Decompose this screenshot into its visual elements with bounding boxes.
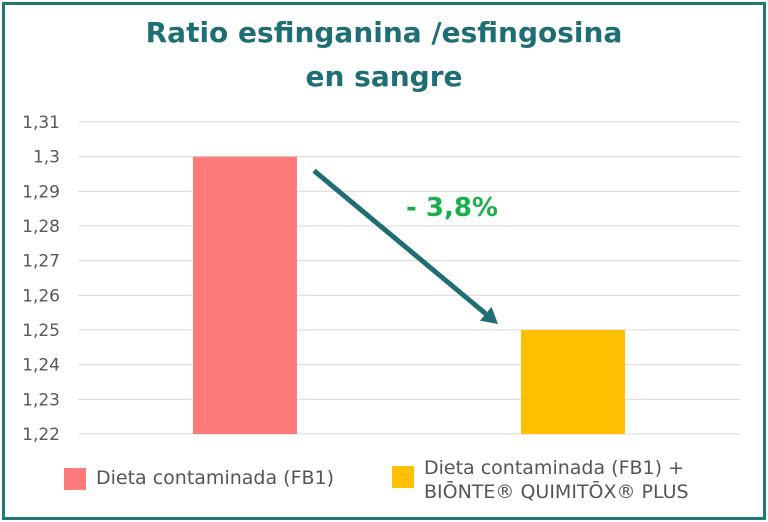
y-tick-label: 1,25 [22,321,60,341]
y-tick-label: 1,27 [22,252,60,272]
legend-label-treated-line-1: Dieta contaminada (FB1) + [424,457,684,479]
bars [193,156,625,434]
legend-swatch-contaminated [64,468,86,490]
y-tick-label: 1,3 [33,148,60,168]
y-axis-ticks: 1,22 1,23 1,24 1,25 1,26 1,27 1,28 1,29 1,3 1,31 [22,113,60,445]
chart-title-line-1: Ratio esfinganina /esfingosina [145,16,623,49]
y-tick-label: 1,31 [22,113,60,133]
percent-change-label: - 3,8% [406,193,498,223]
legend-item-contaminated: Dieta contaminada (FB1) [64,466,334,490]
bar-2 [521,330,625,434]
arrow-head [479,306,498,324]
legend-label-contaminated: Dieta contaminada (FB1) [96,467,335,489]
legend-item-treated: Dieta contaminada (FB1) + BIŌNTE® QUIMIT… [392,456,689,504]
legend-label-treated-line-2: BIŌNTE® QUIMITŌX® PLUS [424,481,689,503]
arrow-shaft [312,168,488,316]
chart-title-line-2: en sangre [305,60,463,93]
y-tick-label: 1,24 [22,356,60,376]
y-tick-label: 1,23 [22,390,60,410]
y-tick-label: 1,28 [22,217,60,237]
y-tick-label: 1,26 [22,286,60,306]
trend-arrow [312,168,498,324]
bar-1 [193,156,297,434]
gridlines [78,121,740,435]
y-tick-label: 1,29 [22,182,60,202]
y-tick-label: 1,22 [22,425,60,445]
legend-swatch-treated [392,466,414,488]
